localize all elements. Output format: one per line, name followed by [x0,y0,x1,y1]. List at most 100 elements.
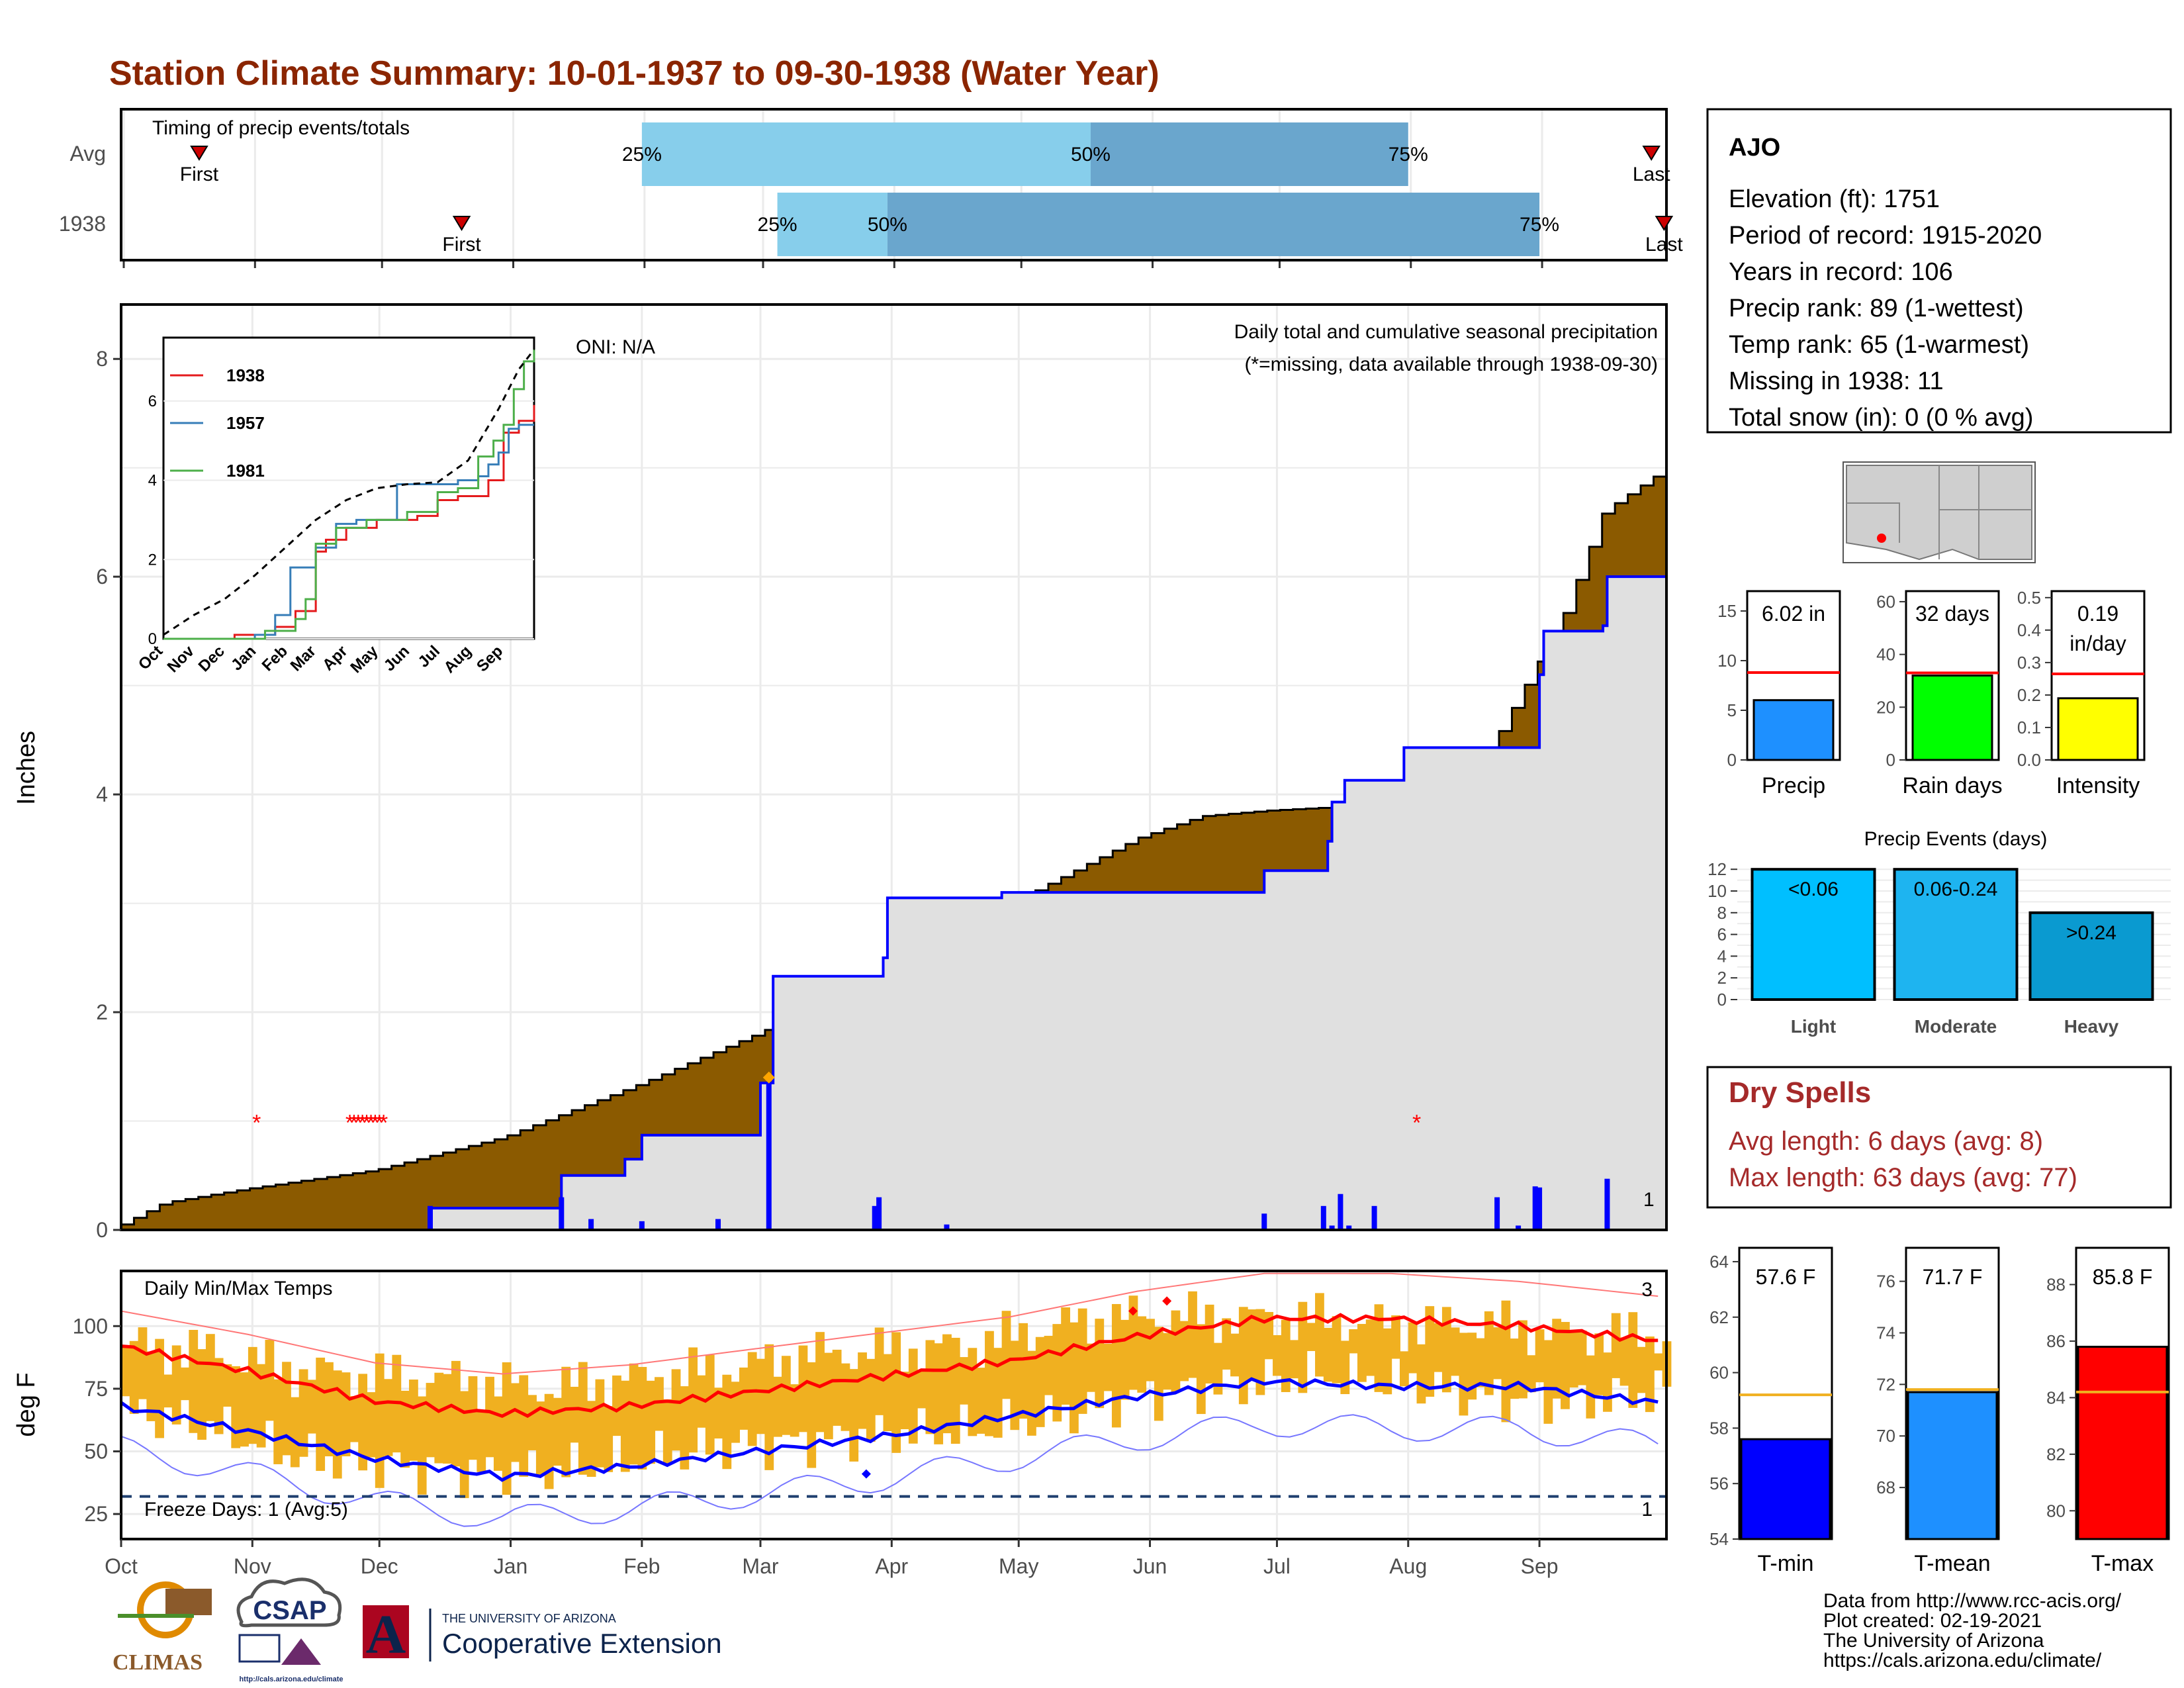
events-bar-light [1751,868,1876,1001]
daily-temp-bar [620,1380,630,1472]
climas-logo: CLIMAS [113,1581,212,1675]
temp-bar-value: 85.8 F [2093,1265,2153,1289]
info-line-3: Years in record: 106 [1729,258,1953,286]
inset-xtick-label: Oct [135,642,166,673]
temp-xtick-label: Oct [105,1554,138,1578]
daily-temp-bar [1230,1333,1240,1377]
daily-temp-bar [612,1375,621,1436]
mini-bar-label: Precip [1762,773,1825,798]
daily-temp-bar [544,1393,554,1489]
daily-temp-bar [510,1383,520,1462]
timing-p25-label: 25% [622,144,662,165]
temp-bar-ytick-label: 88 [2046,1275,2066,1295]
daily-temp-bar [1577,1331,1587,1385]
inset-series-line-1981 [163,349,535,640]
mini-bar-ytick-label: 0.0 [2017,750,2041,770]
daily-temp-bar [1365,1319,1375,1376]
daily-precip-bar [1371,1205,1377,1230]
daily-temp-bar [1255,1309,1265,1395]
daily-temp-bar [595,1379,605,1468]
daily-precip-bar [1338,1194,1343,1230]
temp-bar-label: T-mean [1914,1551,1990,1576]
daily-temp-bar [1128,1295,1138,1390]
events-bar-label: 0.06-0.24 [1914,878,1998,900]
events-category-label: Moderate [1915,1016,1997,1037]
temp-ytick-label: 100 [73,1314,108,1338]
daily-temp-bar [527,1395,537,1450]
daily-temp-bar [985,1331,994,1436]
daily-temp-bar [477,1410,486,1472]
daily-temp-bar [993,1348,1003,1438]
daily-temp-bar [324,1362,334,1456]
daily-temp-bar [849,1369,859,1462]
mini-bar-ytick-label: 0 [1886,750,1895,770]
temp-xtick-label: Nov [234,1554,271,1578]
timing-marker-label: First [442,234,481,256]
precip-count-label: 1 [1643,1189,1655,1211]
daily-temp-bar [231,1366,241,1448]
daily-temp-bar [1476,1338,1485,1387]
ua-small-text: THE UNIVERSITY OF ARIZONA [442,1612,616,1625]
daily-temp-bar [722,1374,732,1470]
temp-xtick-label: Jan [494,1554,528,1578]
temp-bar-ytick-label: 82 [2046,1444,2066,1464]
precip-events-chart: Precip Events (days) <0.06 Light 0.06-0.24… [1707,828,2171,1037]
daily-temp-bar [688,1347,698,1453]
daily-temp-bar [1281,1319,1291,1392]
precip-ytick-label: 8 [96,347,108,371]
daily-temp-bar [1645,1336,1655,1413]
daily-temp-bar [1619,1337,1629,1386]
mini-bar-ytick-label: 0.5 [2017,588,2041,608]
temp-title: Daily Min/Max Temps [144,1278,333,1299]
daily-temp-bar [1425,1306,1435,1397]
mini-bar-rain-days [1911,675,1993,761]
events-ytick-label: 10 [1707,881,1727,901]
daily-precip-bar [1537,1187,1543,1230]
temp-bar-ytick-label: 76 [1876,1272,1895,1291]
daily-temp-bar [426,1383,435,1458]
temp-bar-label: T-min [1758,1551,1814,1576]
daily-temp-bar [367,1392,376,1458]
temp-ytick-label: 50 [84,1440,108,1464]
inset-xtick-label: Apr [319,642,351,674]
info-line-1: Elevation (ft): 1751 [1729,185,1940,213]
station-info-box: AJO Elevation (ft): 1751 Period of recor… [1706,108,2172,434]
daily-temp-bar [934,1343,944,1444]
temp-bar-value: 71.7 F [1923,1265,1983,1289]
timing-marker-triangle [190,146,208,161]
daily-temp-bar [1441,1307,1451,1393]
daily-temp-bar [163,1374,173,1408]
missing-day-marker: * [367,1111,375,1136]
tmin-record-line [120,1414,1659,1527]
daily-temp-bar [1637,1346,1647,1393]
daily-temp-bar [739,1367,749,1430]
daily-temp-bar [265,1339,275,1421]
daily-temp-bar [1306,1323,1316,1351]
daily-temp-bar [1027,1350,1036,1436]
info-line-2: Period of record: 1915-2020 [1729,222,2042,250]
daily-temp-bar [1315,1293,1324,1377]
events-ytick-label: 8 [1717,903,1727,923]
daily-temp-bar [1586,1355,1596,1419]
daily-temp-bar [138,1327,148,1399]
daily-temp-bar [891,1332,901,1453]
daily-temp-bar [1077,1308,1087,1414]
temp-bar-ytick-label: 60 [1709,1363,1729,1383]
missing-day-marker: * [362,1111,371,1136]
tmax-record-line [120,1272,1659,1375]
dry-spells-max: Max length: 63 days (avg: 77) [1729,1163,2077,1192]
daily-temp-bar [1044,1335,1054,1395]
daily-temp-bar [637,1367,647,1470]
climas-logo-text: CLIMAS [113,1650,203,1675]
mini-bar-ytick-label: 20 [1876,697,1895,717]
mini-bar-intensity [2057,697,2139,761]
daily-temp-bar [1433,1323,1443,1372]
temp-bar-value: 57.6 F [1756,1265,1816,1289]
daily-temp-bar [1628,1312,1638,1408]
daily-precip-bar [559,1197,565,1230]
daily-temp-bar [1518,1320,1527,1399]
freeze-days-label: Freeze Days: 1 (Avg:5) [144,1499,348,1521]
daily-temp-bar [1019,1323,1028,1419]
temp-bar-ytick-label: 84 [2046,1387,2066,1407]
inset-xtick-label: Jun [381,642,413,675]
